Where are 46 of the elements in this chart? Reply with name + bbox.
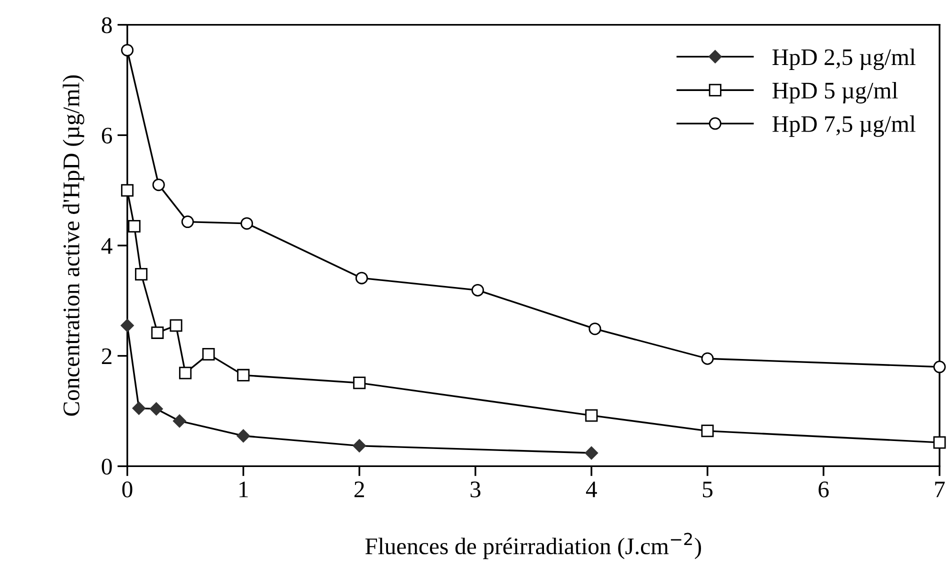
legend-label: HpD 5 µg/ml [772, 82, 898, 104]
point [128, 220, 141, 232]
point [352, 439, 366, 452]
point [353, 376, 366, 390]
point [170, 319, 182, 332]
y-tick-label: 4 [101, 238, 112, 254]
point [150, 402, 163, 416]
point [132, 402, 146, 415]
point [355, 272, 368, 284]
x-tick-label: 4 [586, 482, 597, 498]
point [588, 322, 602, 336]
point [933, 436, 946, 449]
y-tick-label: 6 [102, 128, 112, 144]
point [181, 216, 194, 228]
x-tick-label: 6 [818, 482, 829, 498]
legend-label: HpD 2,5 µg/ml [772, 48, 916, 70]
point [179, 366, 192, 380]
point [120, 318, 134, 332]
point [236, 429, 250, 442]
point [584, 446, 598, 460]
y-tick-label: 0 [102, 458, 112, 475]
x-axis-title: Fluences de préirradiation (J.cm$^{−2}$) [365, 532, 701, 560]
point [933, 360, 946, 374]
x-tick-label: 5 [702, 482, 712, 498]
point [121, 44, 134, 56]
y-axis-title: Concentration active d'HpD (µg/ml) [62, 75, 84, 416]
point [701, 424, 714, 438]
point [701, 352, 714, 365]
x-tick-label: 7 [935, 482, 945, 498]
x-tick-label: 2 [354, 482, 364, 498]
y-tick-label: 2 [102, 348, 112, 364]
x-tick-label: 3 [470, 482, 480, 498]
point [237, 368, 250, 382]
point [471, 284, 484, 296]
point [152, 178, 165, 192]
point [134, 268, 148, 280]
point [240, 217, 254, 230]
point [202, 348, 215, 360]
y-tick-label: 8 [102, 17, 112, 34]
x-tick-label: 0 [122, 481, 132, 498]
point [172, 414, 186, 428]
point [585, 409, 598, 422]
legend-label: HpD 7,5 µg/ml [772, 115, 916, 137]
point [151, 326, 164, 339]
x-tick-label: 1 [240, 482, 248, 498]
point [121, 184, 134, 197]
